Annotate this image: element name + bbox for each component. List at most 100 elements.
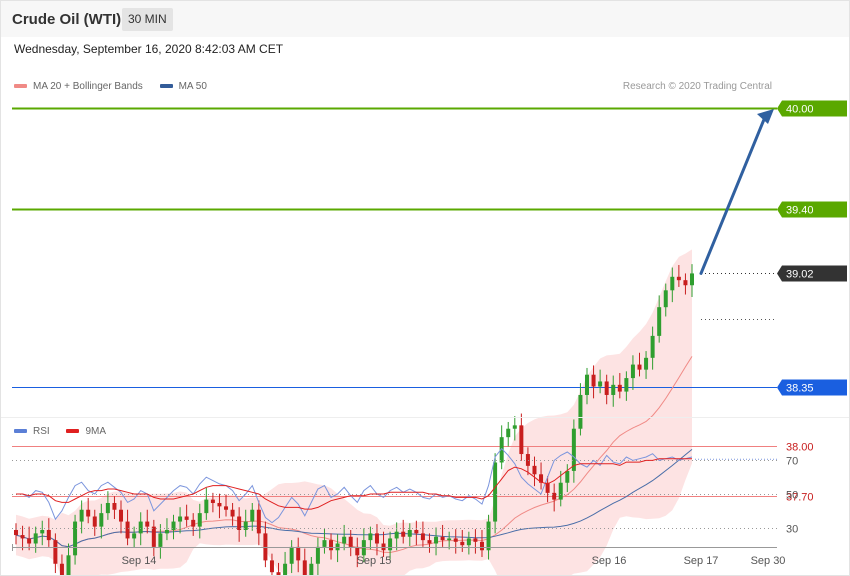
candle-body: [33, 533, 38, 544]
candle-body: [414, 530, 419, 534]
candle-body: [243, 521, 248, 530]
time-axis-tick-label: Sep 15: [357, 555, 392, 567]
legend-swatch-9ma: [66, 429, 80, 434]
projection-arrow-shaft: [699, 115, 767, 275]
candle-body: [670, 276, 675, 291]
candle-body: [230, 509, 235, 517]
timeframe-badge[interactable]: 30 MIN: [122, 8, 173, 31]
price-level-label: 39.40: [786, 205, 814, 217]
candle-body: [374, 533, 379, 544]
candle-body: [145, 521, 150, 527]
candle-body: [164, 530, 169, 534]
time-axis-tick-label: Sep 30: [751, 555, 786, 567]
candle-body: [335, 543, 340, 551]
candle-body: [79, 509, 84, 522]
candle-body: [27, 538, 32, 544]
projection-arrow-head: [757, 109, 774, 124]
candle-body: [525, 454, 530, 466]
header-bar: Crude Oil (WTI) 30 MIN: [1, 1, 849, 37]
candle-body: [73, 521, 78, 556]
legend-label-ma20: MA 20 + Bollinger Bands: [33, 81, 143, 92]
price-level-label: 40.00: [786, 104, 814, 116]
candle-body: [302, 560, 307, 575]
candle-body: [447, 538, 452, 541]
instrument-title: Crude Oil (WTI): [12, 11, 122, 28]
candle-body: [329, 540, 334, 551]
candle-body: [92, 516, 97, 527]
legend-item-9ma: 9MA: [66, 426, 106, 437]
candle-body: [532, 465, 537, 475]
candle-body: [250, 509, 255, 522]
candle-body: [289, 546, 294, 564]
candle-body: [401, 531, 406, 537]
target-label-tag: [777, 201, 847, 218]
legend-item-ma20: MA 20 + Bollinger Bands: [14, 81, 143, 92]
time-axis-tick-label: Sep 14: [122, 555, 157, 567]
legend-swatch-rsi: [14, 429, 27, 434]
candle-body: [676, 276, 681, 281]
candle-body: [191, 519, 196, 527]
candle-body: [105, 502, 110, 514]
candle-body: [53, 540, 58, 564]
candle-body: [86, 509, 91, 517]
candle-body: [263, 533, 268, 561]
candle-body: [112, 502, 117, 510]
candle-body: [558, 482, 563, 500]
candle-body: [420, 533, 425, 541]
time-axis-tick-label: Sep 17: [684, 555, 719, 567]
candle-body: [296, 546, 301, 561]
candle-body: [611, 384, 616, 395]
candle-body: [598, 381, 603, 387]
rsi-level-label: 30: [786, 524, 798, 536]
price-level-label: 39.02: [786, 269, 814, 281]
candle-body: [381, 543, 386, 551]
candle-body: [99, 513, 104, 527]
candle-body: [348, 536, 353, 547]
candle-body: [427, 540, 432, 544]
candle-body: [59, 563, 64, 575]
candle-body: [184, 516, 189, 520]
candle-body: [283, 563, 288, 575]
candle-body: [138, 521, 143, 534]
candle-body: [650, 335, 655, 358]
candle-body: [388, 538, 393, 551]
rsi-ma-line: [16, 458, 692, 510]
candle-body: [578, 394, 583, 429]
legend-label-9ma: 9MA: [85, 426, 107, 437]
candle-body: [604, 381, 609, 395]
pivot-label-tag: [777, 379, 847, 396]
current-label-tag: [777, 265, 847, 282]
candle-body: [217, 502, 222, 507]
candle-body: [683, 280, 688, 286]
candle-body: [499, 437, 504, 463]
candle-body: [584, 374, 589, 395]
candle-body: [519, 425, 524, 455]
candle-body: [256, 509, 261, 534]
candle-body: [690, 273, 694, 286]
candle-body: [394, 531, 399, 539]
candle-body: [552, 492, 557, 500]
candle-body: [322, 540, 327, 547]
candle-body: [630, 364, 635, 379]
candle-body: [125, 521, 130, 539]
candle-body: [197, 513, 202, 527]
candle-body: [644, 357, 649, 370]
candle-body: [20, 535, 25, 539]
time-axis-tick-label: Sep 16: [592, 555, 627, 567]
candle-body: [355, 546, 360, 556]
candle-body: [565, 470, 570, 483]
candle-body: [473, 538, 478, 542]
candle-body: [178, 516, 183, 522]
candle-body: [466, 538, 471, 546]
candle-body: [545, 482, 550, 493]
candle-body: [539, 474, 544, 483]
bollinger-band: [16, 249, 692, 575]
candle-body: [486, 521, 491, 551]
candle-body: [204, 499, 209, 514]
legend-swatch-ma20: [14, 84, 27, 89]
candle-body: [368, 533, 373, 541]
rsi-level-label: 50: [786, 490, 798, 502]
candle-body: [657, 307, 662, 336]
price-level-label: 37.70: [786, 492, 814, 504]
